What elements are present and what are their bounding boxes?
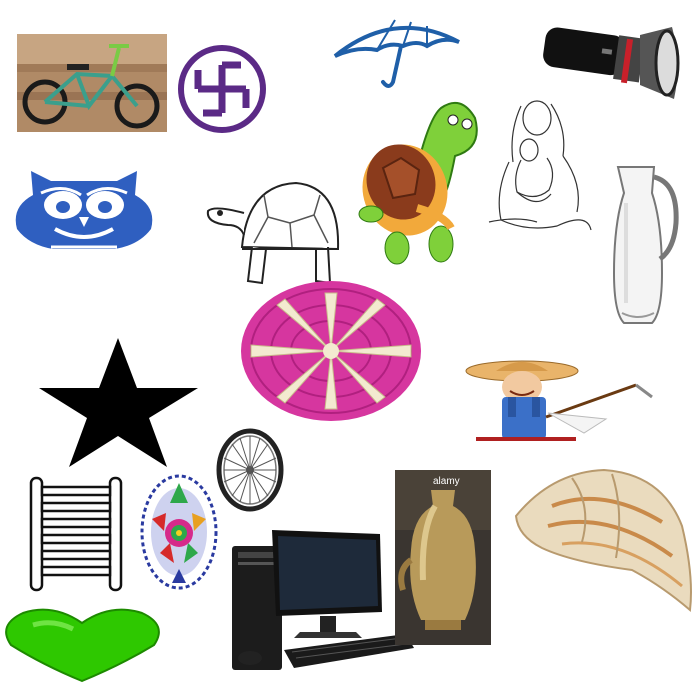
owl-image	[11, 167, 157, 255]
swastika-symbol-image	[177, 41, 267, 137]
bicycle-image	[17, 34, 167, 132]
star-image	[37, 336, 200, 469]
wheel-image	[216, 428, 285, 512]
mother-child-sketch-image	[487, 92, 594, 237]
rangoli-image	[140, 473, 218, 591]
watermark-text: alamy	[433, 476, 460, 487]
flashlight-image	[542, 23, 684, 103]
umbrella-image	[331, 12, 464, 90]
brass-pot-image: alamy	[395, 470, 491, 645]
conch-shell-image	[512, 466, 695, 614]
cartoon-turtle-image	[357, 98, 479, 268]
woven-mat-image	[239, 279, 424, 424]
glass-jug-image	[612, 163, 682, 328]
ladder-image	[27, 475, 125, 592]
tortoise-outline-image	[204, 177, 342, 287]
desktop-computer-image	[228, 528, 417, 677]
farmer-image	[456, 357, 657, 444]
heart-image	[3, 605, 162, 683]
